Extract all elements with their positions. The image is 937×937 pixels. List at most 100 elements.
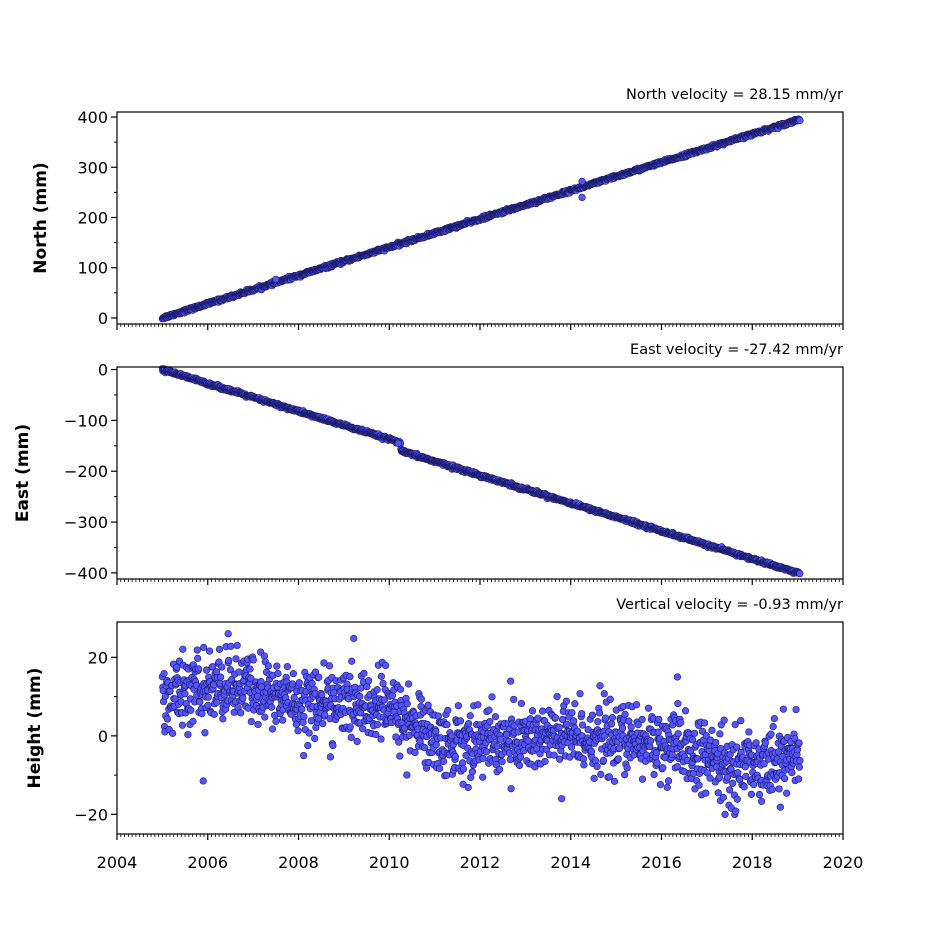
data-point [443,721,451,729]
data-point [205,647,214,655]
data-point [456,717,465,725]
data-point [761,739,769,747]
data-point [459,765,468,773]
data-point [372,730,380,739]
data-point [178,721,187,729]
data-point [329,741,337,750]
data-point [674,700,682,708]
data-point [350,634,358,643]
data-point [495,765,504,774]
data-point [184,731,192,739]
data-point [294,727,302,735]
data-point [479,754,487,762]
data-point [272,717,280,725]
data-point [201,729,209,737]
data-point [298,705,306,713]
data-point [618,724,627,732]
data-point [304,741,312,750]
data-point [726,786,734,794]
y-tick-label: 0 [98,361,108,380]
y-tick-label: 200 [77,208,108,227]
data-point [210,710,218,718]
data-point [279,716,287,724]
data-point [524,737,532,745]
data-point [424,701,432,709]
data-point [227,642,235,650]
data-point [795,739,803,747]
data-point [179,645,187,653]
north-panel-title: North velocity = 28.15 mm/yr [626,87,843,103]
data-point [610,777,619,785]
data-point [740,783,748,791]
data-point [360,669,368,677]
data-point [553,693,561,701]
data-point [578,709,586,718]
data-point [599,756,608,765]
data-point [200,643,208,652]
data-point [486,718,494,726]
data-point [621,771,629,779]
data-point [694,755,702,763]
outlier-point [721,810,729,818]
data-point [194,654,202,662]
data-point [300,751,308,760]
data-point [348,657,356,665]
y-tick-label: −300 [64,513,108,532]
data-point [464,719,473,728]
data-point [496,735,505,743]
data-point [576,690,584,698]
outlier-point [394,439,402,447]
data-point [795,763,803,771]
data-point [723,773,732,781]
data-point [237,709,245,717]
data-point [526,715,534,723]
data-point [769,723,777,731]
data-point [442,771,451,780]
y-tick-label: 100 [77,259,108,278]
data-point [261,713,269,721]
data-point [510,695,518,704]
east-panel-title: East velocity = -27.42 mm/yr [630,342,843,358]
data-point [659,764,667,772]
data-point [551,714,559,722]
outlier-point [199,777,207,785]
data-point [517,699,526,708]
data-point [663,783,671,791]
data-point [597,770,605,778]
data-point [538,707,547,715]
data-point [356,692,364,700]
data-point [590,774,598,782]
data-point [353,737,361,746]
data-point [169,729,177,737]
y-tick-label: 0 [98,309,108,328]
data-point [578,721,587,729]
data-point [439,757,448,766]
data-point [311,734,319,743]
data-point [268,725,277,733]
data-point [357,684,365,692]
y-tick-label: −20 [74,805,108,824]
data-point [638,715,646,724]
data-point [638,775,647,783]
data-point [606,695,614,703]
data-point [733,743,741,751]
data-point [719,793,727,802]
data-point [579,755,587,763]
data-point [690,729,699,737]
data-point [359,725,367,733]
data-point [700,719,709,727]
data-point [795,775,803,783]
data-point [654,728,662,736]
data-point [621,710,629,718]
data-point [474,701,482,709]
y-tick-label: 20 [88,648,108,667]
y-tick-label: 400 [77,108,108,127]
data-point [466,712,474,720]
data-point [563,720,571,728]
data-point [249,656,257,664]
data-point [305,729,313,737]
data-point [454,702,462,710]
data-point [677,718,685,727]
data-point [403,771,411,779]
data-point [204,693,212,701]
